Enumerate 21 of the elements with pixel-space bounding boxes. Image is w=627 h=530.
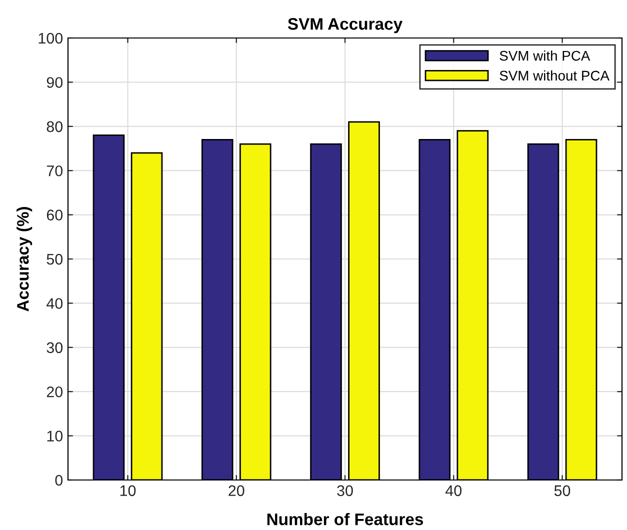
legend-label: SVM with PCA bbox=[500, 50, 590, 61]
y-tick-label: 10 bbox=[47, 430, 63, 442]
x-tick-label: 50 bbox=[554, 485, 570, 496]
y-tick-label: 50 bbox=[46, 254, 63, 265]
x-tick-label: 10 bbox=[120, 485, 136, 496]
y-tick-label: 80 bbox=[46, 121, 63, 132]
x-tick-label: 40 bbox=[445, 485, 462, 496]
y-tick-label: 90 bbox=[46, 77, 63, 88]
y-tick-label: 0 bbox=[55, 474, 63, 486]
x-tick-label: 20 bbox=[228, 485, 244, 496]
y-tick-label: 20 bbox=[46, 386, 63, 398]
x-tick-label: 30 bbox=[337, 485, 353, 496]
y-axis-title: Accuracy (%) bbox=[16, 207, 32, 312]
x-axis-title: Number of Features bbox=[267, 512, 424, 526]
y-tick-label: 100 bbox=[38, 32, 63, 44]
y-tick-label: 40 bbox=[46, 298, 63, 309]
y-tick-label: 30 bbox=[46, 342, 63, 354]
legend-label: SVM without PCA bbox=[500, 70, 610, 81]
y-tick-label: 70 bbox=[46, 165, 63, 176]
chart-title: SVM Accuracy bbox=[288, 18, 402, 34]
y-tick-label: 60 bbox=[46, 210, 63, 220]
